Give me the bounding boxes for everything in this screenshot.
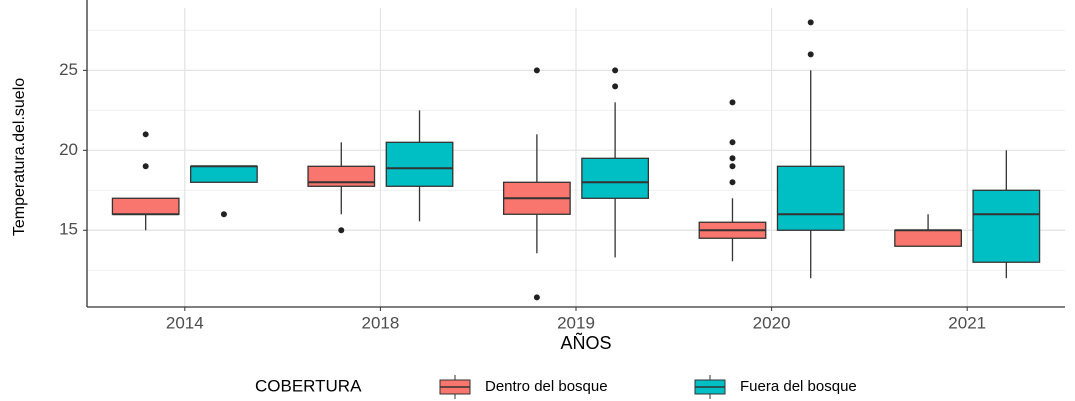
x-tick-label: 2018 bbox=[361, 313, 399, 332]
box bbox=[111, 197, 180, 215]
box bbox=[190, 165, 258, 183]
y-tick-label: 25 bbox=[59, 60, 78, 79]
legend-label: Fuera del bosque bbox=[740, 378, 857, 395]
y-tick-label: 20 bbox=[59, 140, 78, 159]
outlier bbox=[729, 99, 736, 106]
legend-title: COBERTURA bbox=[255, 376, 362, 395]
outlier bbox=[729, 155, 736, 162]
outlier bbox=[220, 211, 227, 218]
outlier bbox=[729, 139, 736, 146]
box bbox=[581, 157, 650, 199]
x-tick-label: 2021 bbox=[948, 313, 986, 332]
y-axis-title: Temperatura.del.suelo bbox=[11, 78, 28, 236]
outlier bbox=[533, 67, 540, 74]
box bbox=[385, 141, 454, 187]
outlier bbox=[729, 179, 736, 186]
outlier bbox=[612, 83, 619, 90]
legend-label: Dentro del bosque bbox=[485, 378, 608, 395]
outlier bbox=[807, 19, 814, 26]
outlier bbox=[142, 163, 149, 170]
x-tick-label: 2019 bbox=[557, 313, 595, 332]
box bbox=[894, 229, 962, 247]
x-axis-title: AÑOS bbox=[560, 332, 611, 353]
y-tick-label: 15 bbox=[59, 220, 78, 239]
outlier bbox=[142, 131, 149, 138]
outlier bbox=[533, 294, 540, 301]
outlier bbox=[612, 67, 619, 74]
box bbox=[776, 165, 845, 231]
x-tick-label: 2020 bbox=[753, 313, 791, 332]
x-tick-label: 2014 bbox=[166, 313, 204, 332]
box bbox=[972, 189, 1041, 263]
outlier bbox=[729, 163, 736, 170]
outlier bbox=[338, 227, 345, 234]
outlier bbox=[807, 51, 814, 58]
